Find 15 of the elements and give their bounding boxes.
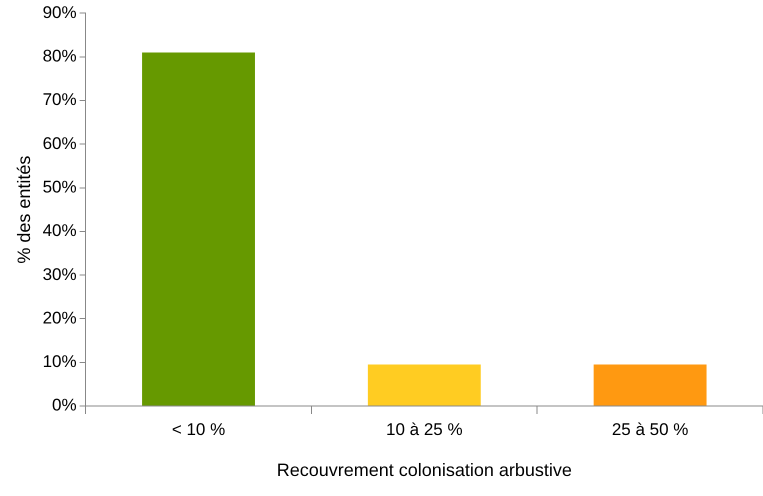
x-tick-label: 10 à 25 % (386, 420, 463, 439)
y-tick-label: 20% (42, 308, 77, 328)
y-tick-label: 90% (42, 2, 77, 22)
x-tick-label: < 10 % (172, 420, 226, 439)
y-axis-title: % des entités (14, 156, 34, 264)
x-tick-label: 25 à 50 % (612, 420, 688, 439)
y-tick-label: 60% (42, 134, 77, 153)
y-tick-label: 50% (42, 177, 77, 196)
y-tick-label: 0% (52, 396, 77, 415)
y-tick-label: 80% (42, 46, 77, 66)
y-tick-label: 30% (42, 264, 77, 284)
y-tick-label: 40% (42, 221, 77, 240)
y-tick-label: 70% (42, 90, 77, 110)
x-axis-title: Recouvrement colonisation arbustive (276, 460, 572, 480)
y-tick-label: 10% (42, 352, 77, 372)
